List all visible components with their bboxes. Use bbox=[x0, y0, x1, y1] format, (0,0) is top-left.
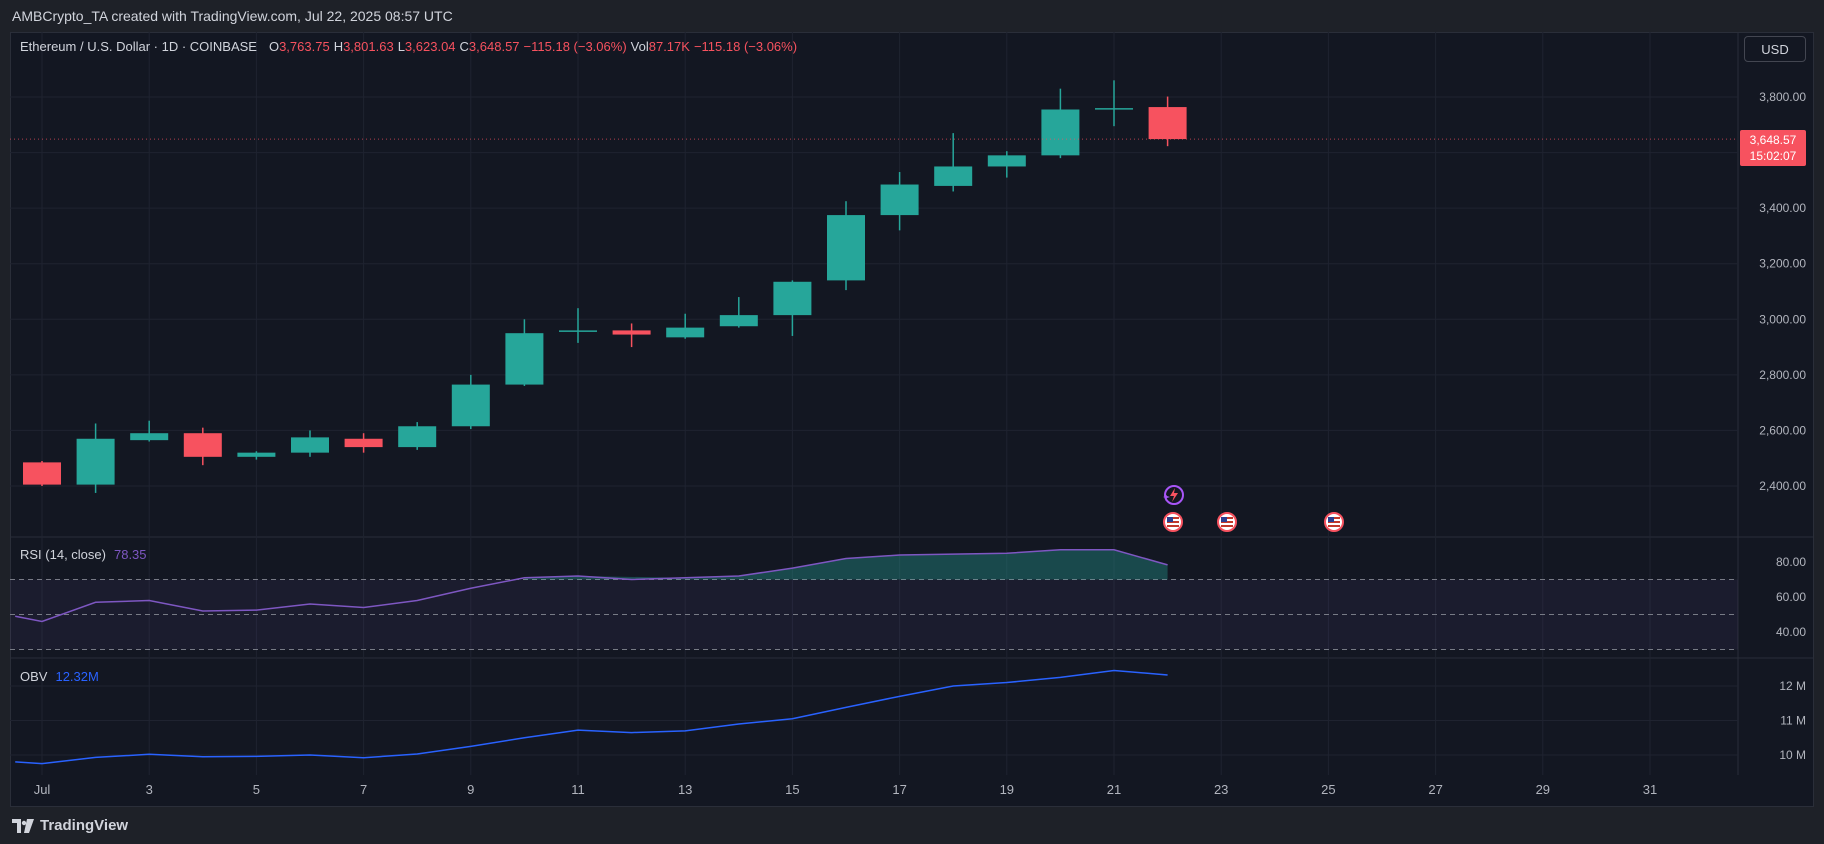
rsi-legend[interactable]: RSI (14, close) 78.35 bbox=[20, 547, 147, 562]
close-value: 3,648.57 bbox=[468, 39, 520, 54]
obv-line bbox=[15, 669, 1168, 765]
y-tick-label: 2,800.00 bbox=[1759, 368, 1806, 382]
x-tick-label: 3 bbox=[146, 782, 153, 797]
y-tick-label: 2,600.00 bbox=[1759, 423, 1806, 437]
x-tick-label: 5 bbox=[253, 782, 260, 797]
x-tick-label: 7 bbox=[360, 782, 367, 797]
candle-body bbox=[291, 437, 329, 453]
candle-body bbox=[666, 327, 705, 338]
last-price-tag: 3,648.57 15:02:07 bbox=[1740, 130, 1806, 166]
tradingview-brand: TradingView bbox=[40, 817, 129, 834]
y-tick-label: 3,200.00 bbox=[1759, 257, 1806, 271]
volume-change-value: −115.18 (−3.06%) bbox=[693, 39, 798, 54]
header-text: AMBCrypto_TA created with TradingView.co… bbox=[12, 8, 453, 24]
x-tick-label: 15 bbox=[785, 782, 799, 797]
obv-legend-name: OBV bbox=[20, 669, 48, 684]
x-tick-label: 27 bbox=[1428, 782, 1442, 797]
rsi-line bbox=[15, 549, 1168, 623]
volume-label: Vol bbox=[630, 39, 649, 54]
candle-body bbox=[987, 155, 1026, 167]
candle-body bbox=[773, 281, 812, 316]
x-tick-label: 21 bbox=[1107, 782, 1121, 797]
candle-body bbox=[76, 438, 115, 485]
last-price-value: 3,648.57 bbox=[1749, 133, 1797, 147]
candle-body bbox=[23, 462, 61, 485]
currency-button[interactable]: USD bbox=[1744, 36, 1806, 62]
obv-legend-value: 12.32M bbox=[55, 669, 99, 684]
rsi-tick-label: 40.00 bbox=[1776, 625, 1806, 639]
x-tick-label: 19 bbox=[1000, 782, 1014, 797]
candle-body bbox=[1041, 109, 1080, 156]
open-label: O bbox=[268, 39, 280, 54]
y-tick-label: 3,000.00 bbox=[1759, 312, 1806, 326]
tradingview-logo[interactable]: TradingView bbox=[12, 817, 128, 834]
symbol-legend[interactable]: Ethereum / U.S. Dollar · 1D · COINBASE O… bbox=[20, 39, 797, 54]
x-tick-label: 13 bbox=[678, 782, 692, 797]
candle-body bbox=[237, 452, 276, 457]
close-label: C bbox=[459, 39, 469, 54]
rsi-tick-label: 60.00 bbox=[1776, 590, 1806, 604]
x-tick-label: 31 bbox=[1643, 782, 1657, 797]
x-tick-label: 29 bbox=[1536, 782, 1550, 797]
high-value: 3,801.63 bbox=[343, 39, 394, 54]
bar-countdown: 15:02:07 bbox=[1749, 149, 1797, 163]
y-tick-label: 2,400.00 bbox=[1759, 479, 1806, 493]
chart-frame[interactable] bbox=[10, 32, 1814, 807]
change-value: −115.18 (−3.06%) bbox=[523, 39, 627, 54]
y-tick-label: 3,800.00 bbox=[1759, 90, 1806, 104]
candle-body bbox=[183, 433, 222, 457]
candle-body bbox=[827, 215, 865, 281]
y-tick-label: 3,400.00 bbox=[1759, 201, 1806, 215]
us-flag-icon[interactable] bbox=[1324, 512, 1344, 532]
volume-value: 87.17K bbox=[648, 39, 690, 54]
rsi-overbought-fill bbox=[524, 549, 1168, 580]
candle-body bbox=[934, 166, 973, 186]
obv-tick-label: 10 M bbox=[1779, 748, 1806, 762]
rsi-tick-label: 80.00 bbox=[1776, 555, 1806, 569]
candle-body bbox=[505, 333, 544, 385]
low-label: L bbox=[397, 39, 405, 54]
lightning-icon[interactable] bbox=[1162, 484, 1184, 506]
obv-legend[interactable]: OBV 12.32M bbox=[20, 669, 99, 684]
footer: TradingView bbox=[0, 813, 1824, 844]
candle-body bbox=[719, 315, 758, 327]
candle-body bbox=[451, 384, 490, 427]
x-tick-label: 11 bbox=[571, 782, 585, 797]
x-tick-label: Jul bbox=[34, 782, 51, 797]
high-label: H bbox=[333, 39, 344, 54]
candle-body bbox=[344, 438, 383, 448]
candle-body bbox=[398, 426, 437, 448]
open-value: 3,763.75 bbox=[279, 39, 330, 54]
candle-body bbox=[130, 433, 169, 441]
x-tick-label: 23 bbox=[1214, 782, 1228, 797]
candle-body bbox=[880, 184, 919, 216]
candle-body bbox=[612, 330, 651, 335]
obv-tick-label: 12 M bbox=[1779, 679, 1806, 693]
x-tick-label: 25 bbox=[1321, 782, 1335, 797]
rsi-legend-value: 78.35 bbox=[113, 547, 147, 562]
rsi-legend-name: RSI (14, close) bbox=[20, 547, 106, 562]
obv-tick-label: 11 M bbox=[1780, 714, 1806, 728]
candle-body bbox=[1095, 108, 1133, 110]
symbol-title: Ethereum / U.S. Dollar · 1D · COINBASE bbox=[20, 39, 257, 54]
tradingview-logo-icon bbox=[12, 818, 34, 833]
header: AMBCrypto_TA created with TradingView.co… bbox=[0, 0, 1824, 32]
x-tick-label: 9 bbox=[467, 782, 474, 797]
low-value: 3,623.04 bbox=[404, 39, 456, 54]
candle-body bbox=[1148, 107, 1187, 140]
us-flag-icon[interactable] bbox=[1163, 512, 1183, 532]
x-tick-label: 17 bbox=[892, 782, 906, 797]
us-flag-icon[interactable] bbox=[1217, 512, 1237, 532]
candle-body bbox=[559, 330, 597, 332]
